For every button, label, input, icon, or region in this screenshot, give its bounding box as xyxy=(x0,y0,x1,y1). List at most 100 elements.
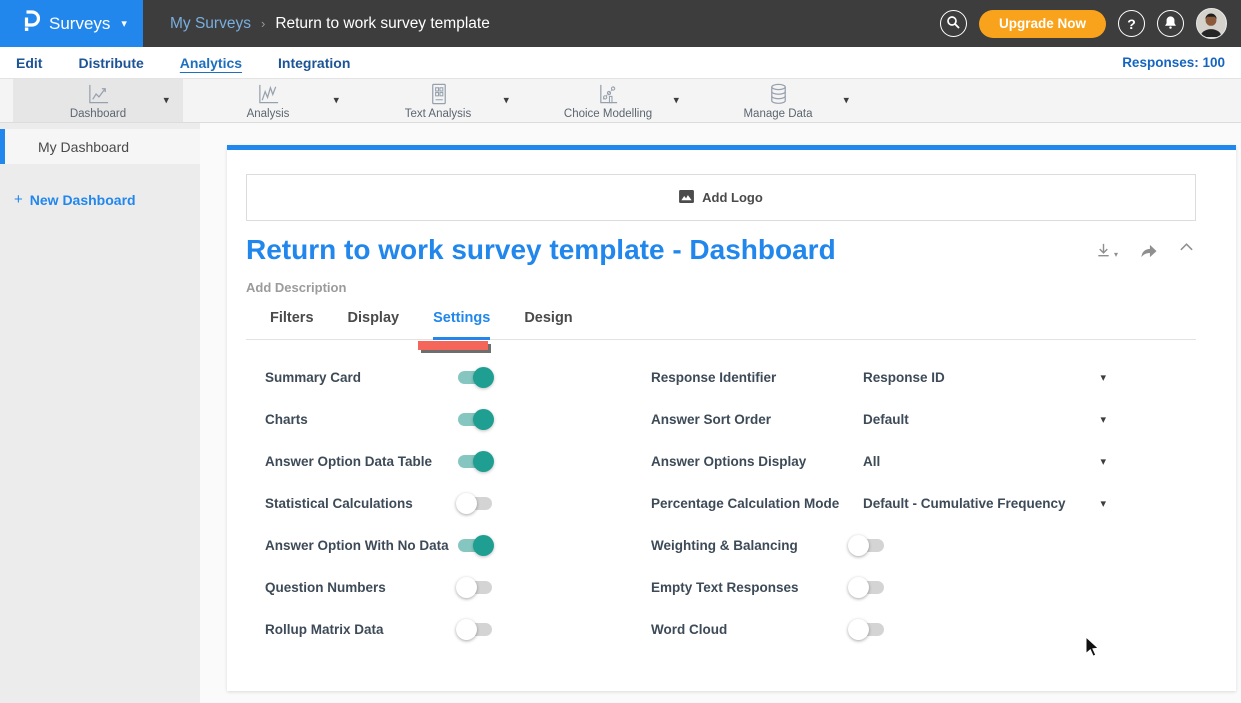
response-identifier-dropdown[interactable]: Response ID ▾ xyxy=(863,370,1106,385)
setting-label: Word Cloud xyxy=(651,621,728,637)
toggle-switch[interactable] xyxy=(848,534,884,556)
toolbar-choice-modelling[interactable]: Choice Modelling ▾ xyxy=(523,79,693,122)
setting-label: Answer Option Data Table xyxy=(265,453,433,469)
red-highlight-annotation xyxy=(418,341,488,350)
search-button[interactable] xyxy=(939,10,967,37)
survey-subnav: Edit Distribute Analytics Integration Re… xyxy=(0,47,1241,78)
toggle-knob xyxy=(473,534,494,556)
toolbar-item-label: Dashboard xyxy=(69,107,127,120)
toggle-knob xyxy=(473,450,494,472)
chevron-down-icon[interactable]: ▾ xyxy=(163,93,169,106)
setting-row-rollup-matrix-data: Rollup Matrix Data xyxy=(265,608,625,650)
breadcrumb-parent-link[interactable]: My Surveys xyxy=(170,14,251,32)
app-logo-menu[interactable]: Surveys ▾ xyxy=(0,0,143,47)
tab-settings[interactable]: Settings xyxy=(433,310,491,340)
toggle-knob xyxy=(848,618,869,640)
tab-display[interactable]: Display xyxy=(347,310,400,326)
toggle-switch[interactable] xyxy=(848,576,884,598)
setting-label: Answer Option With No Data xyxy=(265,537,449,553)
questionpro-logo-icon xyxy=(20,8,41,39)
new-dashboard-button[interactable]: + New Dashboard xyxy=(0,191,200,208)
toggle-knob xyxy=(848,534,869,556)
setting-label: Answer Sort Order xyxy=(651,411,772,427)
scatter-chart-icon xyxy=(596,82,621,106)
setting-label: Question Numbers xyxy=(265,579,386,595)
setting-row-answer-options-display: Answer Options Display All ▾ xyxy=(651,440,1111,482)
toolbar-item-label: Analysis xyxy=(246,107,290,120)
main-content-area: Add Logo Return to work survey template … xyxy=(200,123,1241,703)
answer-sort-order-dropdown[interactable]: Default ▾ xyxy=(863,412,1106,427)
chevron-down-icon: ▾ xyxy=(1100,413,1106,426)
dropdown-value: Response ID xyxy=(863,369,945,385)
share-button[interactable] xyxy=(1139,242,1158,259)
subnav-integration[interactable]: Integration xyxy=(278,54,351,71)
top-header-bar: Surveys ▾ My Surveys › Return to work su… xyxy=(0,0,1241,47)
toggle-switch[interactable] xyxy=(458,534,494,556)
database-icon xyxy=(766,82,791,106)
toggle-switch[interactable] xyxy=(456,618,492,640)
setting-label: Response Identifier xyxy=(651,369,777,385)
toolbar-item-label: Manage Data xyxy=(743,107,813,120)
toolbar-dashboard[interactable]: Dashboard ▾ xyxy=(13,79,183,122)
add-logo-box[interactable]: Add Logo xyxy=(246,174,1196,221)
sidebar-item-my-dashboard[interactable]: My Dashboard xyxy=(0,129,200,164)
chevron-down-icon: ▾ xyxy=(1100,455,1106,468)
toggle-switch[interactable] xyxy=(456,576,492,598)
toolbar-analysis[interactable]: Analysis ▾ xyxy=(183,79,353,122)
chevron-down-icon[interactable]: ▾ xyxy=(673,93,679,106)
chevron-down-icon: ▾ xyxy=(1100,497,1106,510)
chevron-down-icon: ▾ xyxy=(1114,250,1119,259)
new-dashboard-label: New Dashboard xyxy=(29,191,136,208)
product-name: Surveys xyxy=(49,13,111,33)
add-description-field[interactable]: Add Description xyxy=(246,280,347,295)
toggle-knob xyxy=(456,492,477,514)
tab-design[interactable]: Design xyxy=(524,310,573,326)
breadcrumb: My Surveys › Return to work survey templ… xyxy=(170,15,490,33)
subnav-distribute[interactable]: Distribute xyxy=(78,54,144,71)
subnav-analytics[interactable]: Analytics xyxy=(179,54,243,71)
breadcrumb-current: Return to work survey template xyxy=(275,14,490,32)
upgrade-now-button[interactable]: Upgrade Now xyxy=(978,9,1106,38)
dropdown-value: All xyxy=(863,453,881,469)
toggle-switch[interactable] xyxy=(458,366,494,388)
chevron-down-icon[interactable]: ▾ xyxy=(503,93,509,106)
setting-row-summary-card: Summary Card xyxy=(265,356,625,398)
setting-label: Statistical Calculations xyxy=(265,495,413,511)
setting-label: Percentage Calculation Mode xyxy=(651,495,840,511)
image-icon xyxy=(679,189,695,206)
breadcrumb-separator: › xyxy=(260,16,266,31)
toggle-switch[interactable] xyxy=(458,408,494,430)
search-icon xyxy=(946,15,960,32)
setting-row-response-identifier: Response Identifier Response ID ▾ xyxy=(651,356,1111,398)
chevron-down-icon[interactable]: ▾ xyxy=(333,93,339,106)
setting-row-weighting-balancing: Weighting & Balancing xyxy=(651,524,1111,566)
analytics-toolbar: Dashboard ▾ Analysis ▾ Text Analysis ▾ C… xyxy=(0,78,1241,123)
plus-icon: + xyxy=(14,191,23,208)
toggle-switch[interactable] xyxy=(456,492,492,514)
setting-label: Charts xyxy=(265,411,308,427)
setting-label: Answer Options Display xyxy=(651,453,807,469)
toggle-switch[interactable] xyxy=(458,450,494,472)
chevron-down-icon: ▾ xyxy=(1100,371,1106,384)
percentage-calculation-mode-dropdown[interactable]: Default - Cumulative Frequency ▾ xyxy=(863,496,1106,511)
toolbar-manage-data[interactable]: Manage Data ▾ xyxy=(693,79,863,122)
header-actions: Upgrade Now ? xyxy=(939,8,1241,39)
notifications-button[interactable] xyxy=(1157,10,1184,37)
answer-options-display-dropdown[interactable]: All ▾ xyxy=(863,454,1106,469)
subnav-edit[interactable]: Edit xyxy=(16,54,43,71)
collapse-chevron-button[interactable] xyxy=(1179,242,1194,252)
tab-filters[interactable]: Filters xyxy=(270,310,314,326)
toggle-knob xyxy=(473,408,494,430)
setting-row-word-cloud: Word Cloud xyxy=(651,608,1111,650)
download-button[interactable]: ▾ xyxy=(1095,242,1118,259)
dashboard-title[interactable]: Return to work survey template - Dashboa… xyxy=(246,234,836,265)
chevron-down-icon[interactable]: ▾ xyxy=(843,93,849,106)
chevron-down-icon: ▾ xyxy=(121,18,127,30)
toolbar-item-label: Text Analysis xyxy=(404,107,472,120)
toggle-switch[interactable] xyxy=(848,618,884,640)
setting-row-answer-option-with-no-data: Answer Option With No Data xyxy=(265,524,625,566)
user-avatar[interactable] xyxy=(1196,8,1227,39)
bell-icon xyxy=(1163,15,1178,33)
help-button[interactable]: ? xyxy=(1118,10,1145,37)
toolbar-text-analysis[interactable]: Text Analysis ▾ xyxy=(353,79,523,122)
